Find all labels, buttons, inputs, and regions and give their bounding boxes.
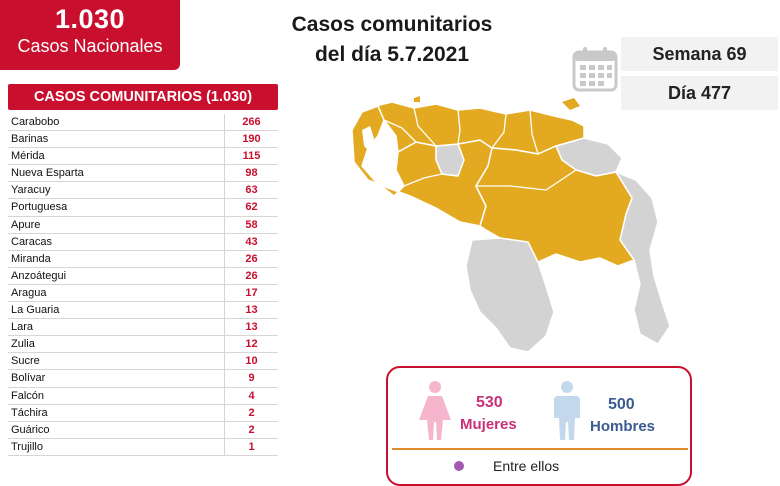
national-cases-badge: 1.030 Casos Nacionales — [0, 0, 180, 70]
state-cases: 13 — [224, 302, 278, 319]
page-title: Casos comunitarios del día 5.7.2021 — [262, 10, 522, 70]
table-row: Mérida 115 — [8, 148, 278, 166]
woman-figure-icon — [419, 381, 451, 440]
table-row: Nueva Esparta 98 — [8, 165, 278, 183]
state-cases: 2 — [224, 421, 278, 438]
state-name: Miranda — [11, 252, 51, 265]
state-name: Portuguesa — [11, 201, 68, 214]
calendar-icon — [572, 47, 618, 92]
title-line-1: Casos comunitarios — [291, 13, 493, 36]
man-figure-icon — [554, 381, 580, 440]
state-name: Yaracuy — [11, 184, 51, 197]
state-name: Aragua — [11, 286, 47, 299]
state-name: Mérida — [11, 150, 45, 163]
state-cases: 98 — [224, 165, 278, 182]
state-name: Trujillo — [11, 440, 43, 453]
bullet-dot — [454, 461, 464, 471]
men-count: 500 — [608, 396, 635, 413]
table-row: Barinas 190 — [8, 131, 278, 149]
table-row: Carabobo 266 — [8, 114, 278, 132]
state-cases: 190 — [224, 131, 278, 148]
day-indicator: Día 477 — [621, 76, 778, 110]
table-row: Anzoátegui 26 — [8, 267, 278, 285]
women-count: 530 — [476, 394, 503, 411]
table-row: Caracas 43 — [8, 233, 278, 251]
panel-divider — [392, 448, 688, 450]
table-row: Apure 58 — [8, 216, 278, 234]
national-cases-label: Casos Nacionales — [17, 36, 163, 56]
state-name: Anzoátegui — [11, 269, 67, 282]
table-row: Zulia 12 — [8, 336, 278, 354]
table-row: Lara 13 — [8, 319, 278, 337]
table-row: Bolívar 9 — [8, 370, 278, 388]
map-region-east-bolivar — [475, 145, 636, 267]
state-cases: 26 — [224, 250, 278, 267]
table-row: Trujillo 1 — [8, 438, 278, 456]
table-row: Aragua 17 — [8, 284, 278, 303]
state-name: Apure — [11, 218, 41, 231]
state-name: Guárico — [11, 423, 50, 436]
map-lake-maracaibo — [362, 126, 374, 152]
table-row: Sucre 10 — [8, 353, 278, 371]
state-cases: 63 — [224, 182, 278, 199]
men-label: Hombres — [590, 418, 656, 435]
map-state-borders — [375, 107, 577, 191]
state-cases: 26 — [224, 267, 278, 284]
among-them-label: Entre ellos — [493, 458, 560, 474]
table-title: CASOS COMUNITARIOS (1.030) — [8, 84, 278, 110]
state-name: La Guaria — [11, 304, 60, 317]
map-region-islands — [414, 96, 420, 102]
state-name: Falcón — [11, 389, 45, 402]
gender-breakdown-panel: 530 Mujeres 500 Hombres Entre ellos — [386, 366, 692, 486]
national-cases-count: 1.030 — [54, 4, 126, 34]
table-row: La Guaria 13 — [8, 302, 278, 320]
state-name: Carabobo — [11, 116, 60, 128]
state-cases: 13 — [224, 319, 278, 336]
venezuela-map — [351, 96, 671, 353]
state-cases: 12 — [224, 336, 278, 353]
state-cases: 17 — [224, 284, 278, 302]
state-name: Táchira — [11, 406, 48, 419]
table-rows: Carabobo 266 Barinas 190 Mérida 115 Nueva E… — [8, 114, 278, 456]
state-cases: 4 — [224, 387, 278, 404]
map-region-west — [351, 105, 493, 227]
cases-by-state-table: CASOS COMUNITARIOS (1.030) Carabobo 266 B… — [8, 84, 278, 456]
state-name: Bolívar — [11, 372, 46, 385]
state-name: Nueva Esparta — [11, 167, 84, 180]
state-name: Sucre — [11, 355, 40, 368]
week-indicator: Semana 69 — [621, 37, 778, 71]
state-cases: 266 — [224, 114, 278, 131]
table-row: Guárico 2 — [8, 421, 278, 439]
table-row: Yaracuy 63 — [8, 182, 278, 200]
table-row: Falcón 4 — [8, 387, 278, 405]
title-line-2: del día 5.7.2021 — [314, 43, 470, 66]
state-cases: 115 — [224, 148, 278, 165]
state-name: Lara — [11, 321, 34, 334]
state-name: Zulia — [11, 338, 35, 351]
state-cases: 2 — [224, 404, 278, 421]
state-name: Barinas — [11, 133, 49, 146]
state-cases: 1 — [224, 438, 278, 455]
state-cases: 43 — [224, 233, 278, 250]
table-row: Miranda 26 — [8, 250, 278, 268]
state-name: Caracas — [11, 235, 52, 248]
table-row: Portuguesa 62 — [8, 199, 278, 217]
state-cases: 62 — [224, 199, 278, 216]
women-label: Mujeres — [460, 416, 517, 433]
map-region-nueva-esparta — [562, 98, 580, 110]
table-row: Táchira 2 — [8, 404, 278, 422]
state-cases: 9 — [224, 370, 278, 387]
state-cases: 58 — [224, 216, 278, 233]
state-cases: 10 — [224, 353, 278, 370]
